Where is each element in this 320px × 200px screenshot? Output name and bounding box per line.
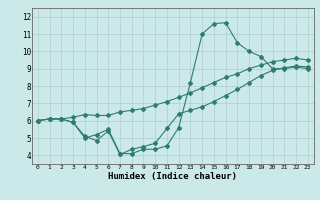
X-axis label: Humidex (Indice chaleur): Humidex (Indice chaleur) [108, 172, 237, 181]
